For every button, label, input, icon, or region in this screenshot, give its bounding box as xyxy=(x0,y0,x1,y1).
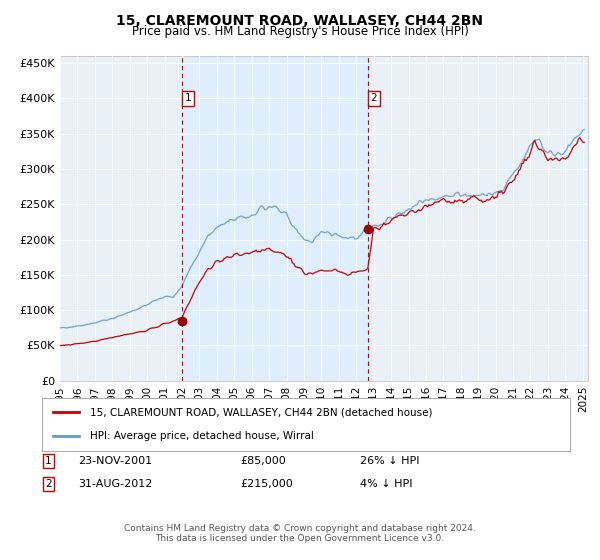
Text: 31-AUG-2012: 31-AUG-2012 xyxy=(78,479,152,489)
Text: £85,000: £85,000 xyxy=(240,456,286,466)
Text: 2: 2 xyxy=(371,94,377,104)
Text: 23-NOV-2001: 23-NOV-2001 xyxy=(78,456,152,466)
Text: 26% ↓ HPI: 26% ↓ HPI xyxy=(360,456,419,466)
Text: 1: 1 xyxy=(45,456,52,466)
Text: £215,000: £215,000 xyxy=(240,479,293,489)
Text: 2: 2 xyxy=(45,479,52,489)
Bar xyxy=(182,56,368,381)
Text: 15, CLAREMOUNT ROAD, WALLASEY, CH44 2BN: 15, CLAREMOUNT ROAD, WALLASEY, CH44 2BN xyxy=(116,14,484,28)
Text: 15, CLAREMOUNT ROAD, WALLASEY, CH44 2BN (detached house): 15, CLAREMOUNT ROAD, WALLASEY, CH44 2BN … xyxy=(89,408,432,418)
Text: 4% ↓ HPI: 4% ↓ HPI xyxy=(360,479,413,489)
Text: Price paid vs. HM Land Registry's House Price Index (HPI): Price paid vs. HM Land Registry's House … xyxy=(131,25,469,38)
Text: 1: 1 xyxy=(185,94,191,104)
Text: Contains HM Land Registry data © Crown copyright and database right 2024.
This d: Contains HM Land Registry data © Crown c… xyxy=(124,524,476,543)
Text: HPI: Average price, detached house, Wirral: HPI: Average price, detached house, Wirr… xyxy=(89,431,313,441)
